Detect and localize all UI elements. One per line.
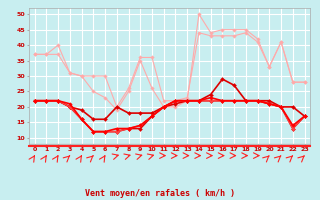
Text: Vent moyen/en rafales ( km/h ): Vent moyen/en rafales ( km/h ) (85, 189, 235, 198)
